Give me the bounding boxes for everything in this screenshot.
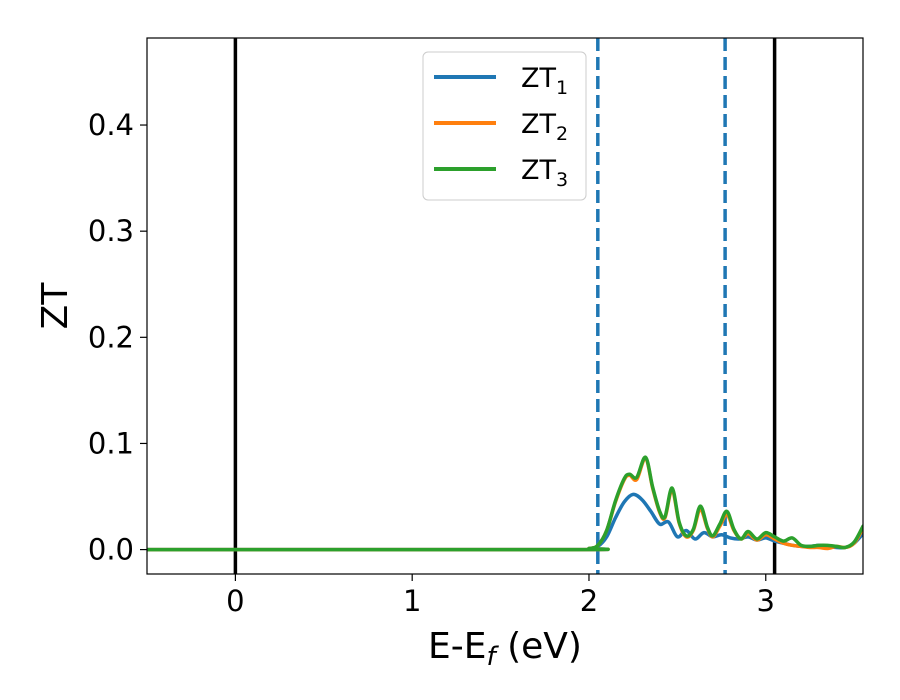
axis-ticks: 0 1 2 3 0.0 0.1 0.2 0.3 0.4 xyxy=(88,108,775,618)
y-axis-label: ZT xyxy=(35,282,76,330)
y-tick-label: 0.1 xyxy=(88,426,134,460)
series-line-zt3 xyxy=(147,455,863,552)
series-line-zt2 xyxy=(147,456,863,552)
legend-box xyxy=(422,51,587,201)
x-axis-label: E-Ef (eV) xyxy=(428,626,582,672)
legend-label-zt2: ZT2 xyxy=(521,109,568,145)
y-tick-label: 0.0 xyxy=(88,533,134,567)
legend: ZT1 ZT2 ZT3 xyxy=(422,51,587,201)
plot-frame xyxy=(146,37,864,575)
x-tick-label: 3 xyxy=(757,584,775,618)
legend-label-zt1: ZT1 xyxy=(521,63,568,99)
y-tick-label: 0.2 xyxy=(88,320,134,354)
x-tick-label: 0 xyxy=(226,584,244,618)
y-tick-label: 0.4 xyxy=(88,108,134,142)
legend-label-zt3: ZT3 xyxy=(521,155,568,191)
y-tick-label: 0.3 xyxy=(88,214,134,248)
x-tick-label: 2 xyxy=(580,584,598,618)
plot-area xyxy=(147,38,863,574)
x-tick-label: 1 xyxy=(403,584,421,618)
